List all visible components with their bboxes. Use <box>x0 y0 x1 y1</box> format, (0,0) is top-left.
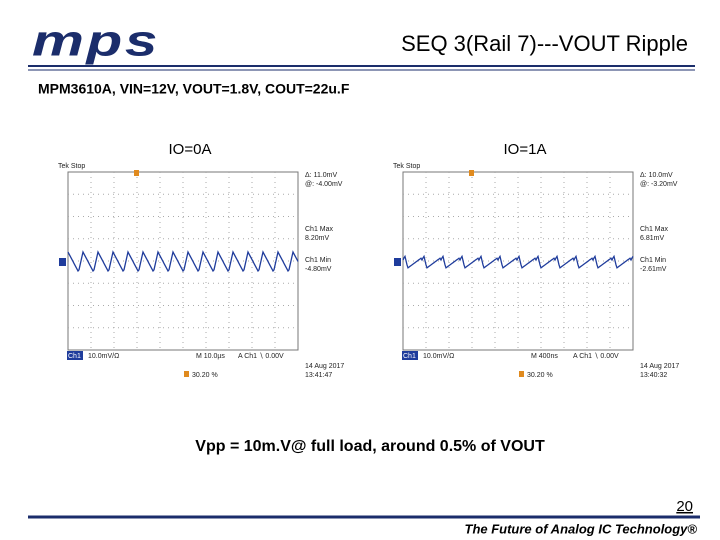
percent: 30.20 % <box>527 372 553 379</box>
scale: 10.0mV/Ω <box>423 353 454 360</box>
max-label: Ch1 Max <box>305 226 334 233</box>
waveform <box>402 254 634 269</box>
min-value: -4.80mV <box>305 266 332 273</box>
max-label: Ch1 Max <box>640 226 669 233</box>
ground-marker <box>394 258 401 266</box>
cursor-at: @: -3.20mV <box>640 181 678 188</box>
channel-box <box>67 351 83 360</box>
trigger-marker <box>469 170 474 176</box>
page-number: 20 <box>676 498 693 515</box>
scope-label: IO=0A <box>169 141 212 158</box>
caption: Vpp = 10m.V@ full load, around 0.5% of V… <box>195 438 545 455</box>
clock: 13:40:32 <box>640 372 667 379</box>
scope-status: Tek Stop <box>393 163 420 170</box>
max-value: 6.81mV <box>640 235 664 242</box>
clock: 13:41:47 <box>305 372 332 379</box>
trigger-marker <box>134 170 139 176</box>
ground-marker <box>59 258 66 266</box>
percent: 30.20 % <box>192 372 218 379</box>
channel: Ch1 <box>68 353 81 360</box>
tagline: The Future of Analog IC Technology® <box>465 521 698 536</box>
waveform <box>67 250 299 273</box>
cursor-at: @: -4.00mV <box>305 181 343 188</box>
trigger: A Ch1 ∖ 0.00V <box>573 353 619 360</box>
cursor-delta: Δ: 11.0mV <box>305 172 338 179</box>
channel: Ch1 <box>403 353 416 360</box>
percent-marker <box>184 371 189 377</box>
min-label: Ch1 Min <box>640 257 666 264</box>
min-label: Ch1 Min <box>305 257 331 264</box>
timebase: M 10.0µs <box>196 353 225 360</box>
min-value: -2.61mV <box>640 266 667 273</box>
scale: 10.0mV/Ω <box>88 353 119 360</box>
percent-marker <box>519 371 524 377</box>
cursor-delta: Δ: 10.0mV <box>640 172 673 179</box>
date: 14 Aug 2017 <box>640 363 679 370</box>
date: 14 Aug 2017 <box>305 363 344 370</box>
max-value: 8.20mV <box>305 235 329 242</box>
scope-label: IO=1A <box>504 141 547 158</box>
timebase: M 400ns <box>531 353 558 360</box>
channel-box <box>402 351 418 360</box>
subtitle: MPM3610A, VIN=12V, VOUT=1.8V, COUT=22u.F <box>38 81 350 97</box>
scope-status: Tek Stop <box>58 163 85 170</box>
logo: mps <box>32 17 160 66</box>
slide-title: SEQ 3(Rail 7)---VOUT Ripple <box>401 31 688 56</box>
trigger: A Ch1 ∖ 0.00V <box>238 353 284 360</box>
